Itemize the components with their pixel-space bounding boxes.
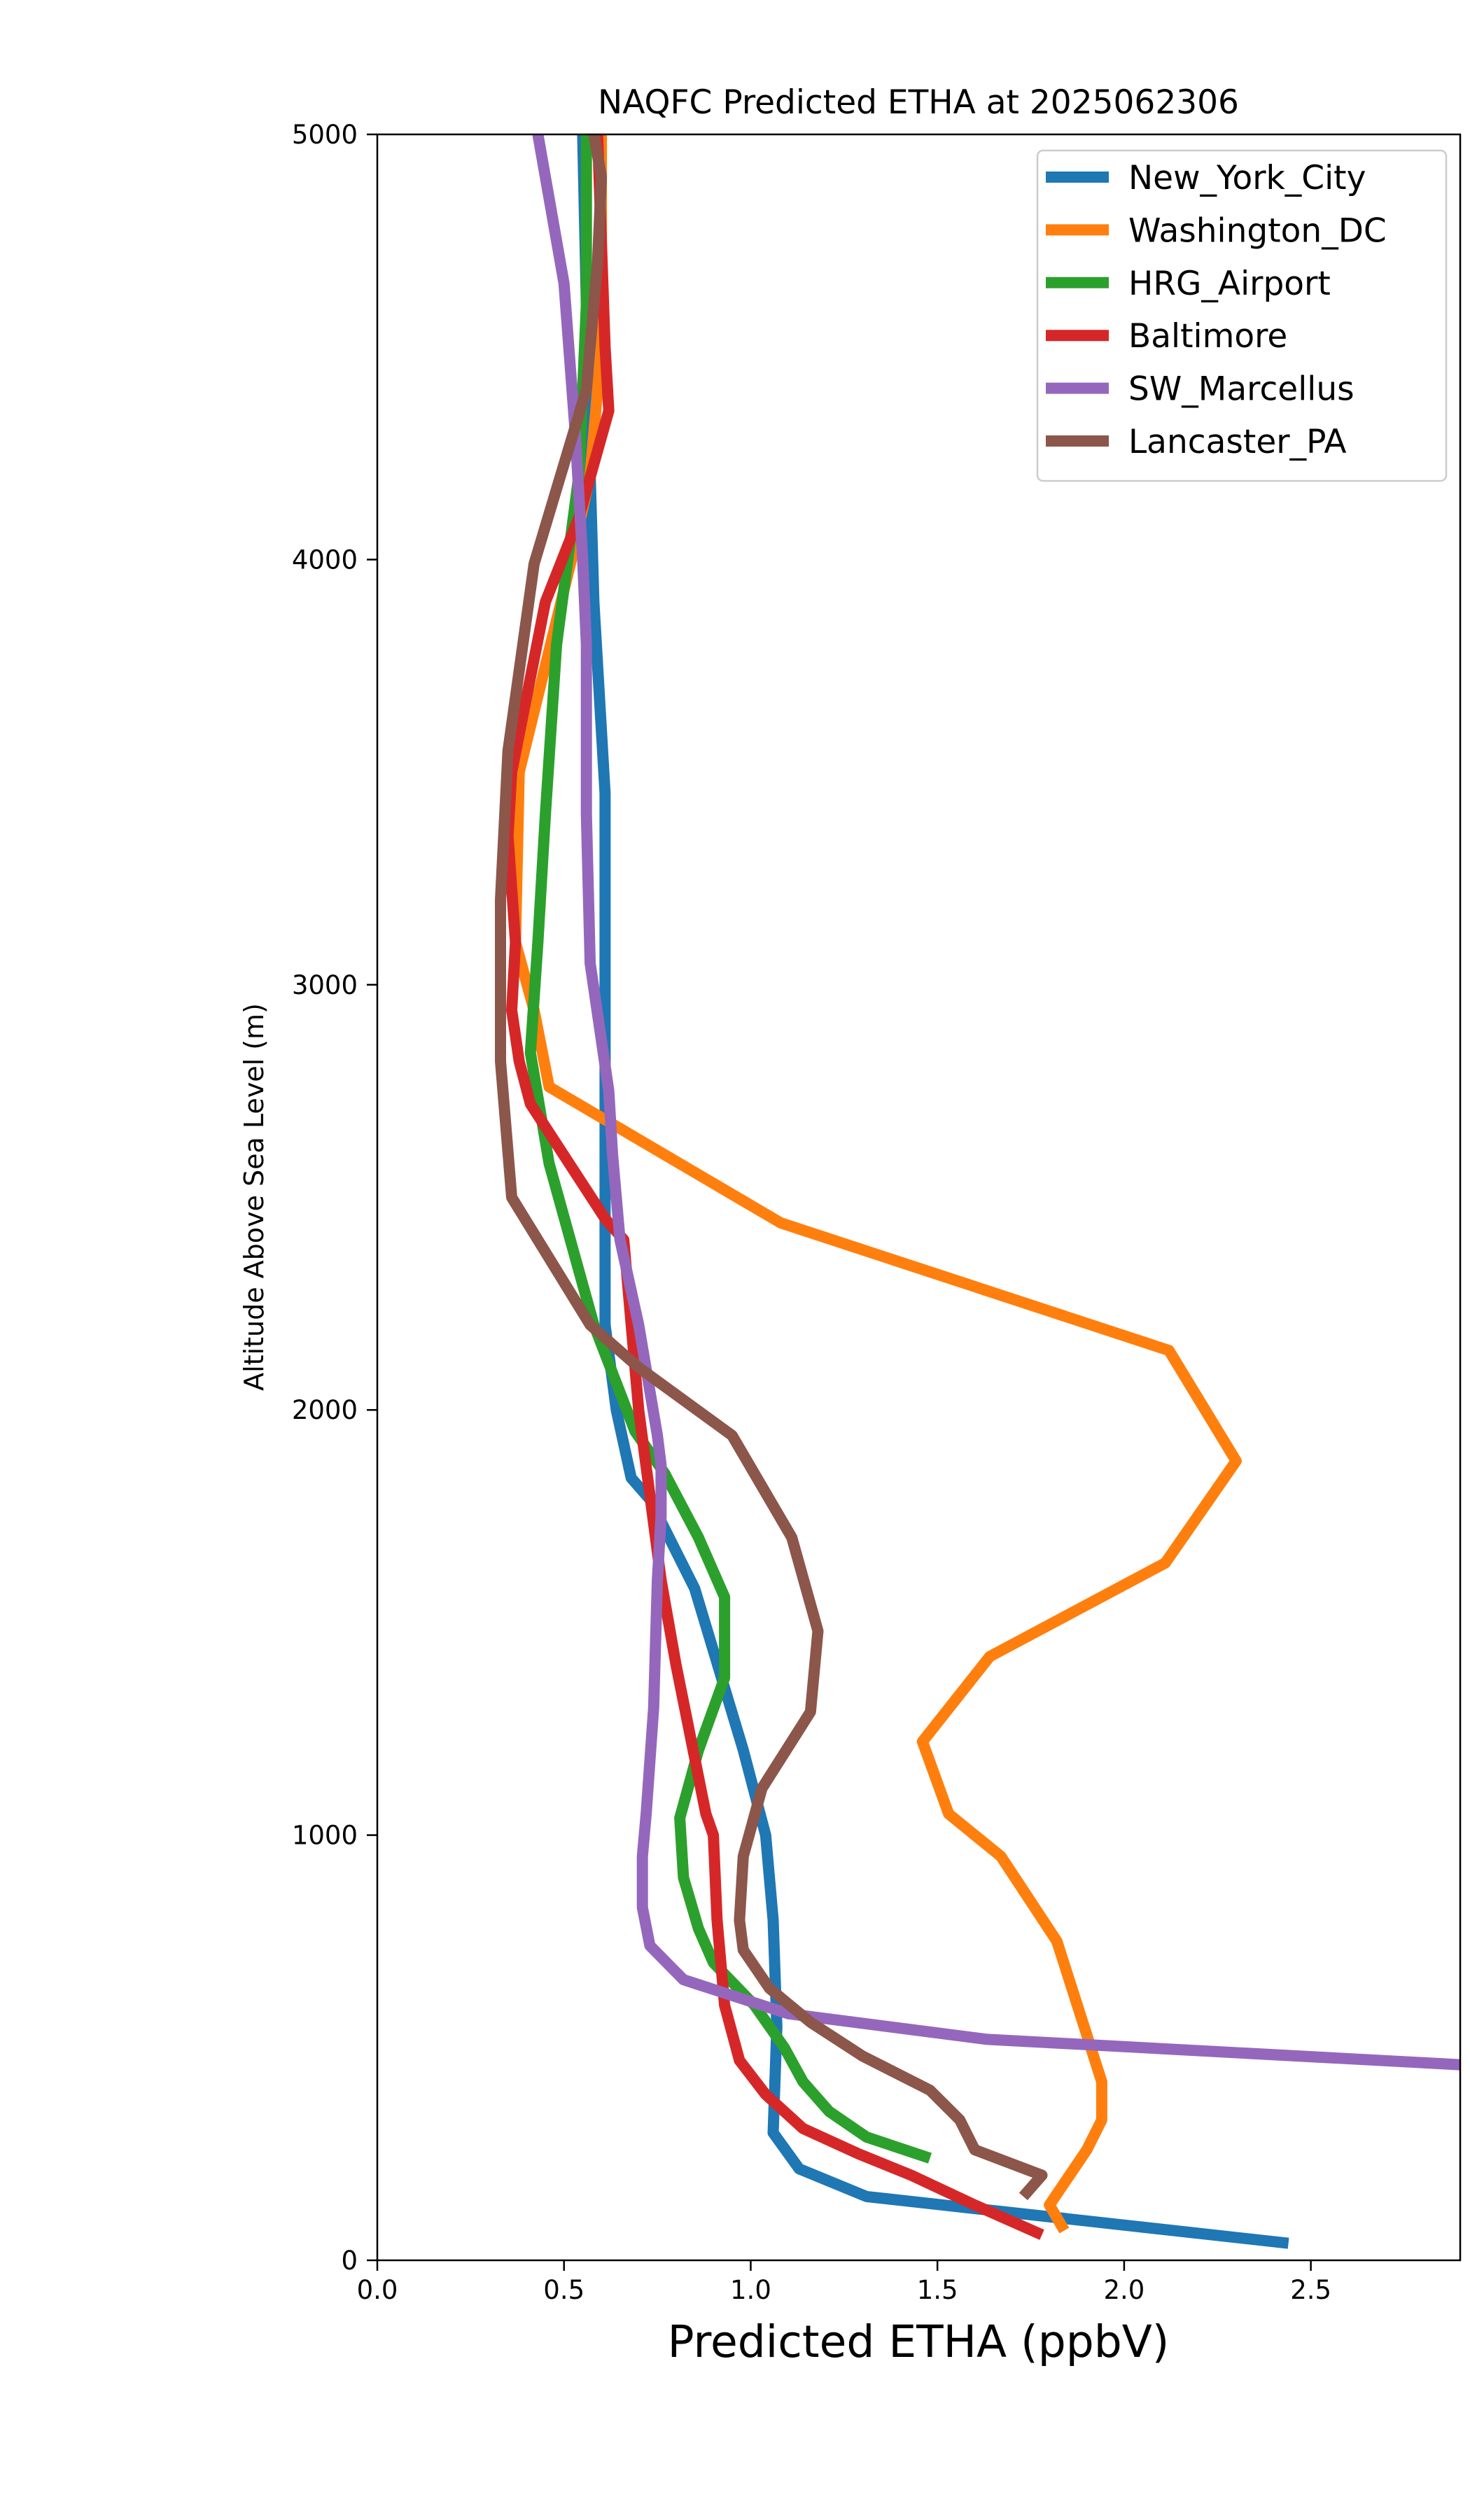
y-tick-label: 2000 [292, 1395, 358, 1425]
legend-label-hrg-airport: HRG_Airport [1128, 265, 1331, 303]
legend: New_York_City Washington_DC HRG_Airport Bal… [1036, 149, 1448, 482]
y-tick-label: 0 [341, 2246, 358, 2276]
y-tick-label: 3000 [292, 970, 358, 1000]
y-axis: 0 1000 2000 3000 4000 5000 [292, 120, 377, 2276]
legend-label-new-york-city: New_York_City [1128, 159, 1366, 197]
legend-box [1036, 149, 1448, 482]
legend-label-baltimore: Baltimore [1128, 317, 1287, 356]
x-tick-label: 1.5 [917, 2275, 958, 2305]
x-axis-label: Predicted ETHA (ppbV) [668, 2316, 1170, 2367]
y-tick-label: 5000 [292, 120, 358, 150]
plot-frame [376, 133, 1462, 2262]
x-axis: 0.0 0.5 1.0 1.5 2.0 2.5 [357, 2260, 1331, 2305]
legend-label-sw-marcellus: SW_Marcellus [1128, 370, 1354, 409]
series-line-sw-marcellus [532, 134, 1460, 2071]
x-tick-label: 0.5 [543, 2275, 584, 2305]
x-tick-label: 2.5 [1290, 2275, 1331, 2305]
y-axis-label: Altitude Above Sea Level (m) [239, 1003, 270, 1391]
y-tick-label: 4000 [292, 545, 358, 575]
legend-label-washington-dc: Washington_DC [1128, 211, 1387, 250]
series-line-new-york-city [577, 134, 1289, 2249]
x-tick-label: 2.0 [1103, 2275, 1144, 2305]
series-line-lancaster-pa [495, 134, 1048, 2201]
series-line-hrg-airport [524, 134, 932, 2164]
x-tick-label: 0.0 [357, 2275, 398, 2305]
series-line-washington-dc [510, 134, 1242, 2234]
y-tick-label: 1000 [292, 1821, 358, 1851]
x-tick-label: 1.0 [730, 2275, 771, 2305]
series-line-baltimore [502, 134, 1044, 2240]
series-layer [495, 134, 1460, 2249]
legend-label-lancaster-pa: Lancaster_PA [1128, 423, 1347, 461]
chart-title: NAQFC Predicted ETHA at 2025062306 [598, 83, 1239, 122]
